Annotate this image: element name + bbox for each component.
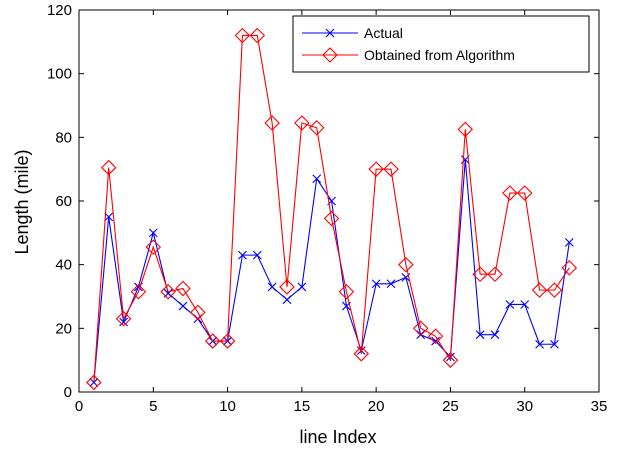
data-point-obtained-from-algorithm (86, 374, 102, 391)
data-point-obtained-from-algorithm (353, 346, 370, 362)
plot-area (86, 27, 578, 391)
data-point-obtained-from-algorithm (264, 115, 280, 131)
data-point-obtained-from-algorithm (368, 161, 384, 177)
data-point-actual (89, 378, 99, 387)
data-point-actual (252, 250, 262, 260)
y-tick-label: 40 (55, 257, 72, 274)
y-tick-label: 20 (55, 320, 72, 337)
legend-marker-actual (325, 28, 335, 38)
series-line-actual (93, 159, 570, 383)
data-point-obtained-from-algorithm (427, 328, 444, 345)
data-point-obtained-from-algorithm (100, 159, 117, 176)
data-point-actual (490, 330, 500, 340)
data-point-actual (431, 336, 440, 346)
x-axis-label: line Index (299, 427, 376, 447)
data-point-actual (386, 279, 396, 289)
data-point-obtained-from-algorithm (531, 282, 548, 298)
data-point-obtained-from-algorithm (308, 120, 325, 136)
data-point-actual (148, 228, 158, 238)
x-tick-label: 30 (516, 398, 533, 415)
y-tick-label: 100 (47, 66, 72, 83)
x-tick-label: 25 (442, 398, 459, 415)
data-point-obtained-from-algorithm (279, 279, 295, 295)
data-point-actual (520, 300, 530, 309)
x-tick-label: 5 (149, 398, 157, 415)
data-point-actual (550, 339, 559, 349)
data-point-actual (267, 282, 277, 292)
x-tick-label: 0 (75, 398, 83, 415)
y-tick-label: 120 (47, 2, 72, 19)
data-point-obtained-from-algorithm (145, 239, 162, 255)
x-tick-label: 15 (294, 398, 311, 415)
data-point-obtained-from-algorithm (561, 260, 578, 276)
data-point-obtained-from-algorithm (412, 320, 429, 337)
data-point-obtained-from-algorithm (175, 280, 191, 297)
data-point-obtained-from-algorithm (160, 283, 176, 300)
y-axis-label: Length (mile) (12, 149, 32, 254)
data-point-obtained-from-algorithm (546, 282, 563, 298)
series-line-obtained-from-algorithm (93, 34, 570, 383)
x-tick-label: 35 (591, 398, 608, 415)
y-tick-label: 60 (55, 193, 72, 210)
data-point-actual (104, 212, 114, 222)
data-point-obtained-from-algorithm (130, 283, 147, 300)
x-tick-label: 20 (368, 398, 385, 415)
data-point-obtained-from-algorithm (516, 185, 533, 201)
y-tick-label: 80 (55, 129, 72, 146)
data-point-obtained-from-algorithm (323, 210, 340, 227)
data-point-obtained-from-algorithm (204, 333, 221, 349)
data-point-actual (238, 250, 247, 260)
legend-box (292, 15, 590, 73)
data-point-obtained-from-algorithm (294, 115, 310, 131)
data-point-actual (505, 300, 515, 309)
data-point-actual (312, 174, 322, 184)
legend: Actual Obtained from Algorithm (292, 15, 590, 73)
data-point-obtained-from-algorithm (190, 304, 206, 321)
data-point-obtained-from-algorithm (249, 27, 266, 44)
data-point-actual (282, 295, 292, 305)
data-point-obtained-from-algorithm (383, 161, 399, 177)
data-point-actual (178, 301, 188, 311)
data-point-obtained-from-algorithm (442, 352, 459, 368)
legend-marker-obtained-from-algorithm (322, 47, 338, 63)
data-point-actual (564, 237, 574, 247)
data-point-actual (535, 339, 544, 349)
data-point-obtained-from-algorithm (219, 333, 236, 349)
data-point-actual (297, 282, 307, 292)
data-point-obtained-from-algorithm (502, 185, 518, 201)
data-point-actual (371, 279, 381, 289)
axes: 0 5 10 15 20 25 30 35 0 20 40 60 80 100 120 (47, 2, 607, 415)
data-point-obtained-from-algorithm (234, 27, 251, 44)
data-point-obtained-from-algorithm (472, 266, 488, 282)
data-point-obtained-from-algorithm (115, 311, 132, 327)
data-point-obtained-from-algorithm (398, 256, 414, 273)
data-point-obtained-from-algorithm (487, 266, 503, 282)
data-point-actual (475, 330, 485, 340)
y-tick-label: 0 (64, 384, 72, 401)
data-point-actual (119, 317, 128, 327)
x-tick-label: 10 (219, 398, 236, 415)
data-point-obtained-from-algorithm (338, 283, 355, 300)
data-point-obtained-from-algorithm (457, 121, 474, 138)
legend-label-actual: Actual (364, 25, 403, 41)
legend-label-obtained-from-algorithm: Obtained from Algorithm (364, 47, 515, 63)
